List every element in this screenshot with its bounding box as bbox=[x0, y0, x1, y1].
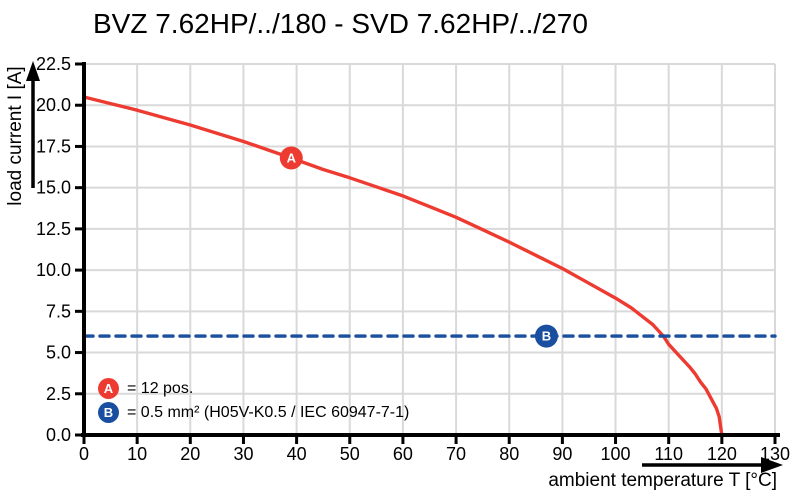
x-tick-label: 30 bbox=[233, 444, 253, 464]
y-tick-label: 0.0 bbox=[46, 425, 71, 445]
y-tick-label: 2.5 bbox=[46, 384, 71, 404]
x-tick-label: 20 bbox=[180, 444, 200, 464]
x-tick-label: 100 bbox=[601, 444, 631, 464]
marker-b-icon bbox=[534, 324, 558, 348]
x-label-arrowhead-icon bbox=[761, 457, 783, 473]
legend: A = 12 pos. B = 0.5 mm² (H05V-K0.5 / IEC… bbox=[98, 378, 409, 426]
series-b-marker-icon: B bbox=[98, 402, 119, 423]
legend-label-a: = 12 pos. bbox=[127, 379, 194, 397]
x-tick-label: 90 bbox=[552, 444, 572, 464]
y-label-arrowhead-icon bbox=[26, 61, 40, 81]
y-tick-label: 20.0 bbox=[36, 95, 71, 115]
y-axis-label: load current I [A] bbox=[5, 66, 26, 206]
legend-item-b: B = 0.5 mm² (H05V-K0.5 / IEC 60947-7-1) bbox=[98, 402, 409, 423]
legend-label-b: = 0.5 mm² (H05V-K0.5 / IEC 60947-7-1) bbox=[127, 403, 410, 421]
x-tick-label: 80 bbox=[499, 444, 519, 464]
marker-b-letter: B bbox=[542, 329, 551, 344]
marker-a-letter: A bbox=[287, 151, 297, 166]
y-tick-label: 5.0 bbox=[46, 343, 71, 363]
y-tick-label: 15.0 bbox=[36, 178, 71, 198]
x-tick-label: 130 bbox=[760, 444, 790, 464]
series-a-marker-icon: A bbox=[98, 378, 119, 399]
x-tick-label: 60 bbox=[393, 444, 413, 464]
y-tick-label: 7.5 bbox=[46, 301, 71, 321]
x-tick-label: 120 bbox=[707, 444, 737, 464]
y-tick-label: 12.5 bbox=[36, 219, 71, 239]
legend-item-a: A = 12 pos. bbox=[98, 378, 409, 399]
x-axis-label: ambient temperature T [°C] bbox=[548, 470, 777, 491]
series-a-line bbox=[82, 95, 724, 437]
x-tick-label: 110 bbox=[654, 444, 683, 464]
y-tick-label: 17.5 bbox=[36, 136, 71, 156]
x-tick-label: 10 bbox=[127, 444, 147, 464]
x-tick-label: 50 bbox=[340, 444, 360, 464]
chart-title: BVZ 7.62HP/../180 - SVD 7.62HP/../270 bbox=[93, 8, 588, 39]
y-tick-label: 10.0 bbox=[36, 260, 71, 280]
x-tick-label: 0 bbox=[79, 444, 89, 464]
x-tick-label: 70 bbox=[446, 444, 466, 464]
y-tick-label: 22.5 bbox=[36, 54, 71, 74]
x-tick-label: 40 bbox=[287, 444, 307, 464]
marker-a-icon bbox=[279, 146, 303, 170]
